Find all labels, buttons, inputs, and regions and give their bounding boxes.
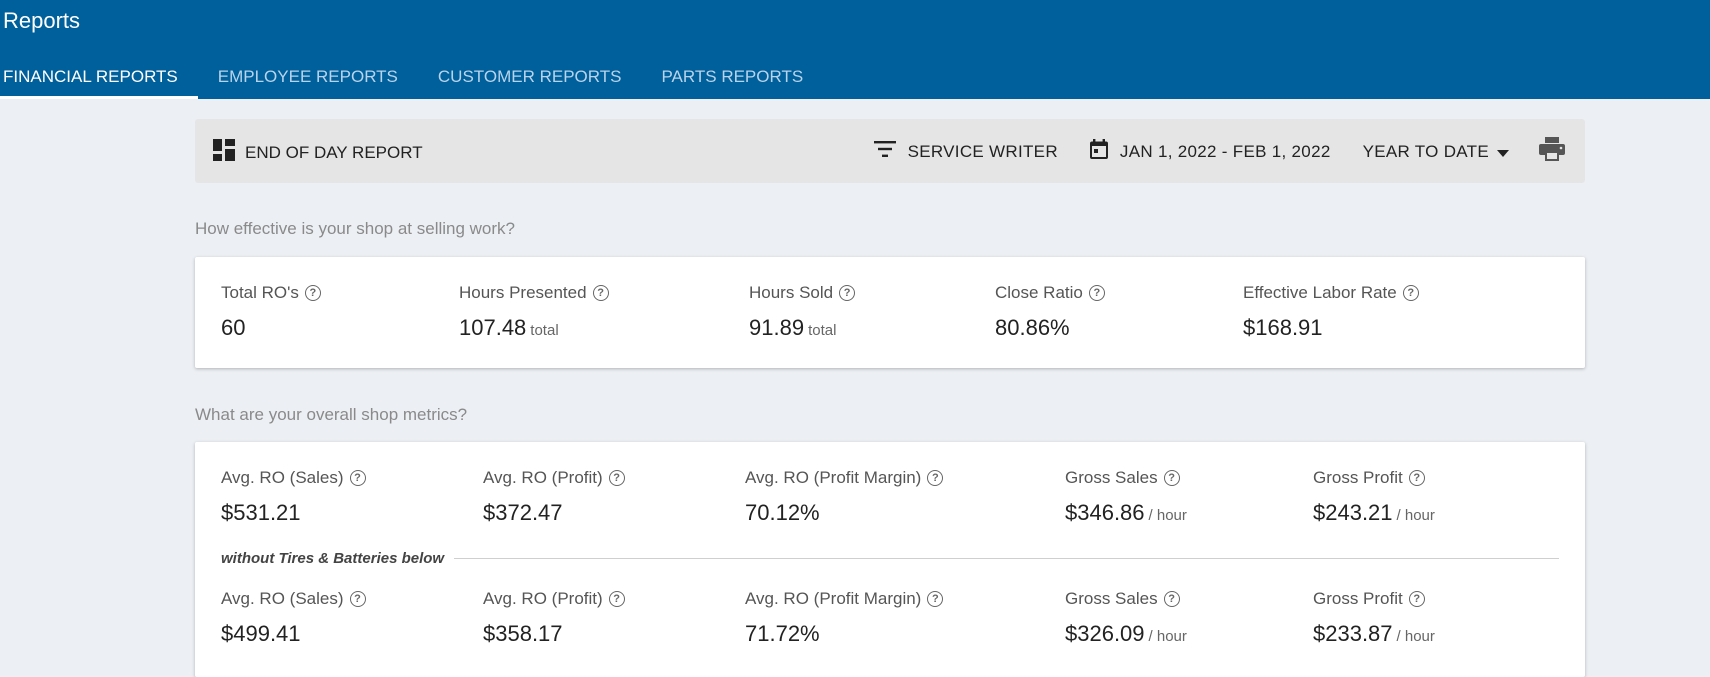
metric-avg-ro-sales: Avg. RO (Sales)? $531.21 <box>221 468 366 526</box>
metric-value: $372.47 <box>483 500 563 525</box>
report-type-selector[interactable]: END OF DAY REPORT <box>213 139 423 166</box>
metric-gross-profit: Gross Profit? $243.21/ hour <box>1313 468 1435 526</box>
app-bar: Reports FINANCIAL REPORTS EMPLOYEE REPOR… <box>0 0 1710 99</box>
metric-hours-sold: Hours Sold? 91.89 total <box>749 283 856 341</box>
help-icon[interactable]: ? <box>1088 285 1105 301</box>
metric-label: Gross Sales <box>1065 589 1158 608</box>
help-icon[interactable]: ? <box>1408 591 1425 607</box>
tab-customer-reports[interactable]: CUSTOMER REPORTS <box>437 67 622 86</box>
metric-gross-profit-no-tires: Gross Profit? $233.87/ hour <box>1313 589 1435 647</box>
print-button[interactable] <box>1539 137 1565 166</box>
metric-value: $243.21 <box>1313 500 1393 525</box>
service-writer-filter[interactable]: SERVICE WRITER <box>873 141 1058 162</box>
metric-value: 91.89 <box>749 315 805 340</box>
metric-value: 107.48 <box>459 315 527 340</box>
help-icon[interactable]: ? <box>839 285 856 301</box>
help-icon[interactable]: ? <box>349 470 366 486</box>
divider-label: without Tires & Batteries below <box>221 550 445 567</box>
metric-label: Gross Profit <box>1313 589 1403 608</box>
page-title: Reports <box>3 8 81 33</box>
metric-value: 71.72% <box>745 621 820 646</box>
metric-unit: / hour <box>1148 507 1187 524</box>
metric-effective-labor-rate: Effective Labor Rate? $168.91 <box>1243 283 1419 341</box>
tab-financial-reports[interactable]: FINANCIAL REPORTS <box>0 60 198 99</box>
help-icon[interactable]: ? <box>608 591 625 607</box>
date-range-picker[interactable]: JAN 1, 2022 - FEB 1, 2022 <box>1089 139 1331 164</box>
metric-label: Avg. RO (Sales) <box>221 468 344 487</box>
metric-label: Hours Presented <box>459 283 587 302</box>
metric-avg-ro-profit-margin-no-tires: Avg. RO (Profit Margin)? 71.72% <box>745 589 944 647</box>
metric-avg-ro-profit-no-tires: Avg. RO (Profit)? $358.17 <box>483 589 625 647</box>
metric-label: Total RO's <box>221 283 299 302</box>
divider-line <box>454 558 1559 559</box>
metric-unit: / hour <box>1396 507 1435 524</box>
metric-label: Gross Sales <box>1065 468 1158 487</box>
metric-hours-presented: Hours Presented? 107.48 total <box>459 283 609 341</box>
metric-unit: total <box>808 322 837 339</box>
metric-value: 80.86% <box>995 315 1070 340</box>
help-icon[interactable]: ? <box>1163 591 1180 607</box>
metric-unit: / hour <box>1148 628 1187 645</box>
date-range-label: JAN 1, 2022 - FEB 1, 2022 <box>1119 141 1331 161</box>
tab-parts-reports[interactable]: PARTS REPORTS <box>661 67 804 86</box>
chevron-down-icon <box>1497 142 1509 162</box>
selling-question: How effective is your shop at selling wo… <box>195 219 516 238</box>
metric-total-ros: Total RO's? 60 <box>221 283 321 341</box>
metric-label: Hours Sold <box>749 283 834 302</box>
metric-value: $531.21 <box>221 500 301 525</box>
metric-avg-ro-profit: Avg. RO (Profit)? $372.47 <box>483 468 625 526</box>
metric-label: Avg. RO (Profit Margin) <box>745 468 922 487</box>
help-icon[interactable]: ? <box>608 470 625 486</box>
help-icon[interactable]: ? <box>1402 285 1419 301</box>
help-icon[interactable]: ? <box>349 591 366 607</box>
metric-avg-ro-profit-margin: Avg. RO (Profit Margin)? 70.12% <box>745 468 944 526</box>
metric-value: $358.17 <box>483 621 563 646</box>
report-tabs: FINANCIAL REPORTS EMPLOYEE REPORTS CUSTO… <box>0 60 823 99</box>
help-icon[interactable]: ? <box>592 285 609 301</box>
overall-question: What are your overall shop metrics? <box>195 405 468 424</box>
metric-gross-sales: Gross Sales? $346.86/ hour <box>1065 468 1187 526</box>
metric-value: $326.09 <box>1065 621 1145 646</box>
report-toolbar: END OF DAY REPORT SERVICE WRITER <box>195 119 1585 183</box>
metric-label: Effective Labor Rate <box>1243 283 1397 302</box>
help-icon[interactable]: ? <box>304 285 321 301</box>
tires-batteries-divider: without Tires & Batteries below <box>221 550 1559 567</box>
filter-icon <box>873 141 896 162</box>
metric-unit: total <box>530 322 559 339</box>
metric-value: 70.12% <box>745 500 820 525</box>
help-icon[interactable]: ? <box>927 470 944 486</box>
metric-value: $499.41 <box>221 621 301 646</box>
filter-label: SERVICE WRITER <box>907 141 1058 161</box>
metric-avg-ro-sales-no-tires: Avg. RO (Sales)? $499.41 <box>221 589 366 647</box>
metric-gross-sales-no-tires: Gross Sales? $326.09/ hour <box>1065 589 1187 647</box>
metric-value: $233.87 <box>1313 621 1393 646</box>
metric-label: Close Ratio <box>995 283 1083 302</box>
metric-label: Avg. RO (Sales) <box>221 589 344 608</box>
help-icon[interactable]: ? <box>927 591 944 607</box>
metric-value: $346.86 <box>1065 500 1145 525</box>
dashboard-icon <box>213 139 235 166</box>
overall-metrics-card: Avg. RO (Sales)? $531.21 Avg. RO (Profit… <box>195 442 1585 677</box>
metric-value: $168.91 <box>1243 315 1323 340</box>
print-icon <box>1539 137 1565 166</box>
period-dropdown[interactable]: YEAR TO DATE <box>1363 142 1509 162</box>
metric-unit: / hour <box>1396 628 1435 645</box>
tab-employee-reports[interactable]: EMPLOYEE REPORTS <box>217 67 398 86</box>
metric-label: Avg. RO (Profit Margin) <box>745 589 922 608</box>
report-type-label: END OF DAY REPORT <box>245 142 423 162</box>
help-icon[interactable]: ? <box>1408 470 1425 486</box>
metric-label: Gross Profit <box>1313 468 1403 487</box>
metric-value: 60 <box>221 315 246 340</box>
calendar-icon <box>1089 139 1108 164</box>
metric-close-ratio: Close Ratio? 80.86% <box>995 283 1105 341</box>
metric-label: Avg. RO (Profit) <box>483 589 603 608</box>
help-icon[interactable]: ? <box>1163 470 1180 486</box>
metric-label: Avg. RO (Profit) <box>483 468 603 487</box>
period-label: YEAR TO DATE <box>1362 141 1489 161</box>
selling-metrics-card: Total RO's? 60 Hours Presented? 107.48 to… <box>195 257 1585 368</box>
